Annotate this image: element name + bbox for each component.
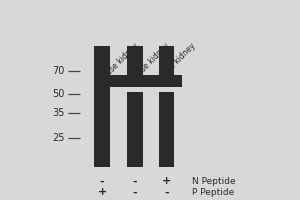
Text: -: - <box>133 187 137 197</box>
Bar <box>127 92 143 167</box>
Text: -: - <box>100 176 104 186</box>
Text: +: + <box>98 187 106 197</box>
Text: Mouse kidney: Mouse kidney <box>154 41 198 85</box>
Text: +: + <box>162 176 171 186</box>
Bar <box>127 46 143 81</box>
Bar <box>94 46 110 167</box>
Text: N Peptide: N Peptide <box>192 177 236 186</box>
Text: 50: 50 <box>52 89 64 99</box>
Text: -: - <box>164 187 169 197</box>
Bar <box>159 92 174 167</box>
Text: 35: 35 <box>52 108 64 118</box>
Text: 70: 70 <box>52 66 64 76</box>
Bar <box>159 46 174 81</box>
Text: P Peptide: P Peptide <box>192 188 234 197</box>
Text: 25: 25 <box>52 133 64 143</box>
Text: Mouse kidney: Mouse kidney <box>127 41 171 85</box>
Text: Mouse kidney: Mouse kidney <box>97 41 141 85</box>
Text: -: - <box>133 176 137 186</box>
Bar <box>103 75 182 87</box>
